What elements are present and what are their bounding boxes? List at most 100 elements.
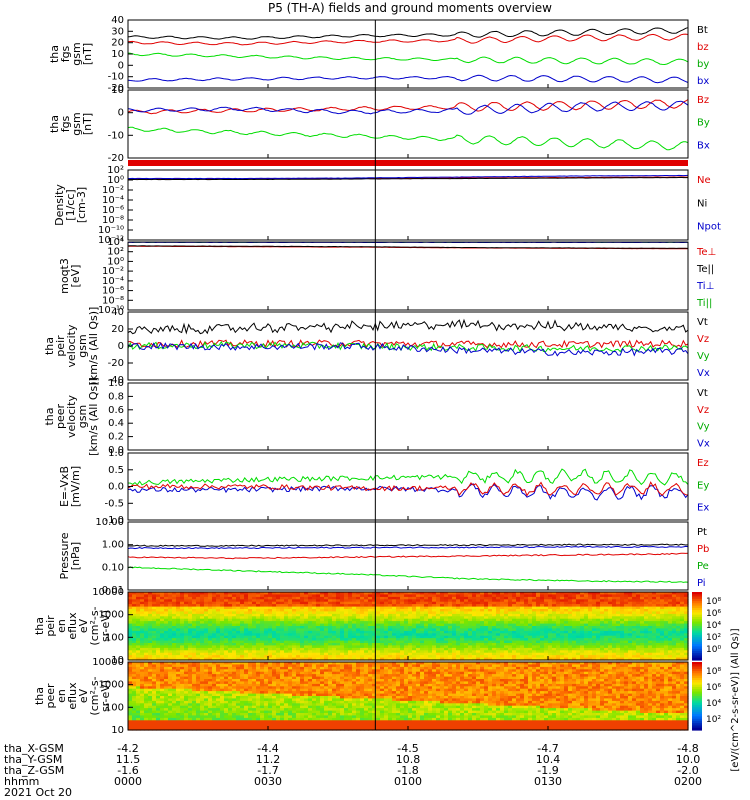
heatmap-cell [612, 633, 617, 637]
heatmap-cell [504, 647, 509, 651]
heatmap-cell [540, 652, 545, 656]
heatmap-cell [412, 594, 417, 598]
heatmap-cell [140, 683, 145, 687]
heatmap-cell [160, 650, 165, 654]
heatmap-cell [312, 645, 317, 649]
heatmap-cell [624, 601, 629, 605]
heatmap-cell [672, 650, 677, 654]
heatmap-cell [208, 611, 213, 615]
heatmap-cell [264, 645, 269, 649]
heatmap-cell [140, 618, 145, 622]
heatmap-cell [664, 635, 669, 639]
heatmap-cell [260, 655, 265, 659]
legend-entry: Vy [697, 422, 710, 433]
heatmap-cell [504, 638, 509, 642]
heatmap-cell [628, 628, 633, 632]
heatmap-cell [580, 601, 585, 605]
heatmap-cell [656, 592, 661, 595]
heatmap-cell [328, 655, 333, 659]
heatmap-cell [136, 635, 141, 639]
heatmap-cell [320, 657, 325, 661]
heatmap-cell [196, 647, 201, 651]
heatmap-cell [400, 623, 405, 627]
heatmap-cell [464, 613, 469, 617]
heatmap-cell [240, 604, 245, 608]
heatmap-cell [168, 713, 173, 716]
heatmap-cell [684, 592, 689, 595]
heatmap-cell [592, 630, 597, 634]
heatmap-cell [128, 666, 133, 670]
heatmap-cell [552, 618, 557, 622]
heatmap-cell [140, 664, 145, 668]
heatmap-cell [192, 650, 197, 654]
heatmap-cell [540, 657, 545, 661]
heatmap-cell [236, 635, 241, 639]
heatmap-cell [168, 616, 173, 620]
heatmap-cell [576, 618, 581, 622]
heatmap-cell [172, 594, 177, 598]
heatmap-cell [300, 647, 305, 651]
heatmap-cell [488, 599, 493, 603]
heatmap-cell [380, 609, 385, 612]
heatmap-cell [156, 700, 161, 704]
heatmap-cell [308, 640, 313, 644]
heatmap-cell [368, 652, 373, 656]
heatmap-cell [644, 618, 649, 622]
heatmap-cell [396, 643, 401, 646]
heatmap-cell [560, 655, 565, 659]
colorbar-tick-label: 10⁸ [706, 597, 721, 607]
heatmap-cell [236, 708, 241, 712]
heatmap-cell [548, 647, 553, 651]
heatmap-cell [620, 645, 625, 649]
heatmap-cell [228, 638, 233, 642]
heatmap-cell [204, 705, 209, 709]
heatmap-cell [328, 606, 333, 610]
heatmap-cell [476, 616, 481, 620]
heatmap-cell [204, 700, 209, 704]
heatmap-cell [472, 652, 477, 656]
heatmap-cell [296, 630, 301, 634]
heatmap-cell [128, 633, 133, 637]
heatmap-cell [624, 618, 629, 622]
heatmap-cell [640, 613, 645, 617]
heatmap-cell [184, 623, 189, 627]
heatmap-cell [320, 643, 325, 646]
heatmap-cell [152, 671, 157, 675]
heatmap-cell [576, 647, 581, 651]
heatmap-cell [540, 647, 545, 651]
heatmap-cell [392, 645, 397, 649]
heatmap-cell [196, 596, 201, 600]
heatmap-cell [184, 683, 189, 687]
heatmap-cell [360, 594, 365, 598]
heatmap-cell [372, 604, 377, 608]
heatmap-cell [140, 647, 145, 651]
heatmap-cell [400, 613, 405, 617]
y-tick-label: 10⁻⁶ [102, 286, 124, 297]
y-axis-label-line: [eV] [69, 265, 82, 288]
heatmap-cell [156, 609, 161, 612]
heatmap-cell [492, 652, 497, 656]
heatmap-cell [376, 616, 381, 620]
heatmap-cell [420, 640, 425, 644]
heatmap-cell [440, 604, 445, 608]
heatmap-cell [176, 662, 181, 665]
heatmap-cell [448, 643, 453, 646]
heatmap-cell [344, 628, 349, 632]
heatmap-cell [544, 623, 549, 627]
y-tick-label: 10⁰ [107, 256, 124, 267]
heatmap-cell [316, 655, 321, 659]
heatmap-cell [144, 640, 149, 644]
heatmap-cell [212, 611, 217, 615]
heatmap-cell [364, 609, 369, 612]
heatmap-cell [400, 635, 405, 639]
heatmap-cell [540, 623, 545, 627]
heatmap-cell [324, 647, 329, 651]
heatmap-cell [336, 599, 341, 603]
heatmap-cell [172, 616, 177, 620]
heatmap-cell [564, 613, 569, 617]
heatmap-cell [176, 609, 181, 612]
heatmap-cell [632, 633, 637, 637]
heatmap-cell [156, 633, 161, 637]
heatmap-cell [356, 630, 361, 634]
heatmap-cell [140, 720, 145, 724]
